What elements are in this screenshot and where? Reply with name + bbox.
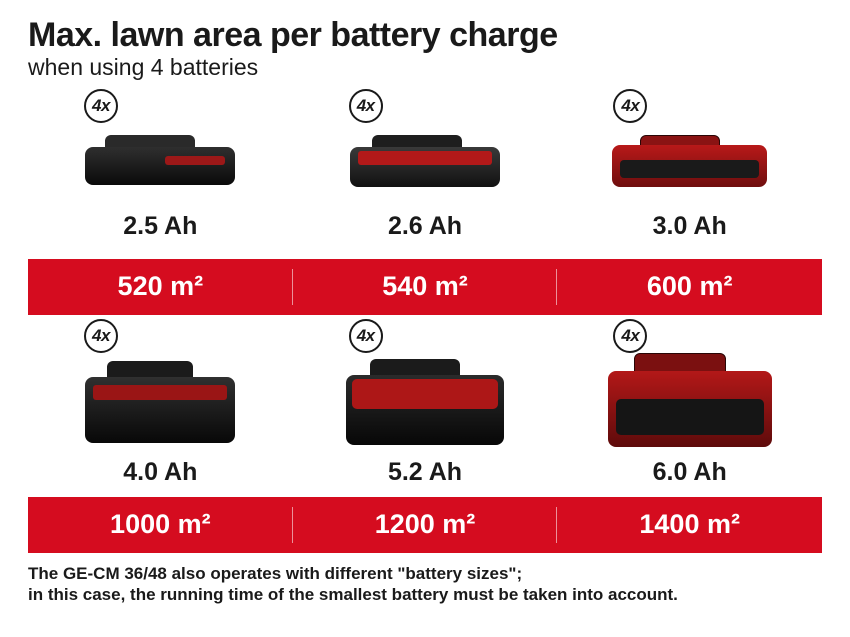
area-value: 520 m² [28,259,293,315]
area-value: 1400 m² [557,497,822,553]
capacity-label: 5.2 Ah [293,451,558,495]
area-value: 1000 m² [28,497,293,553]
badge-label: 4x [92,96,110,116]
battery-area: 4x [557,317,822,451]
battery-icon [350,147,500,187]
area-bar-1: 520 m² 540 m² 600 m² [28,259,822,315]
capacity-label: 2.5 Ah [28,205,293,249]
badge-label: 4x [357,326,375,346]
infographic: Max. lawn area per battery charge when u… [0,0,850,259]
footnote: The GE-CM 36/48 also operates with diffe… [0,553,850,606]
battery-icon [612,145,767,187]
footnote-line: in this case, the running time of the sm… [28,585,678,604]
capacity-label: 6.0 Ah [557,451,822,495]
page-title: Max. lawn area per battery charge [28,18,822,54]
battery-cell: 4x 6.0 Ah [557,317,822,495]
quantity-badge: 4x [613,319,647,353]
battery-cell: 4x 5.2 Ah [293,317,558,495]
battery-cell: 4x 2.5 Ah [28,87,293,249]
battery-row-1: 4x 2.5 Ah 4x 2.6 Ah [28,87,822,249]
badge-label: 4x [357,96,375,116]
battery-area: 4x [28,87,293,205]
footnote-line: The GE-CM 36/48 also operates with diffe… [28,564,522,583]
capacity-label: 3.0 Ah [557,205,822,249]
battery-cell: 4x 4.0 Ah [28,317,293,495]
battery-area: 4x [28,317,293,451]
capacity-label: 4.0 Ah [28,451,293,495]
battery-area: 4x [557,87,822,205]
page-subtitle: when using 4 batteries [28,54,822,81]
battery-cell: 4x 2.6 Ah [293,87,558,249]
area-value: 600 m² [557,259,822,315]
badge-label: 4x [621,326,639,346]
area-value: 540 m² [293,259,558,315]
capacity-label: 2.6 Ah [293,205,558,249]
battery-row-2: 4x 4.0 Ah 4x 5.2 Ah [28,317,822,495]
row2-container: 4x 4.0 Ah 4x 5.2 Ah [0,315,850,497]
battery-icon [85,377,235,443]
quantity-badge: 4x [84,319,118,353]
battery-area: 4x [293,87,558,205]
battery-icon [85,147,235,185]
quantity-badge: 4x [84,89,118,123]
battery-icon [346,375,504,445]
quantity-badge: 4x [613,89,647,123]
quantity-badge: 4x [349,319,383,353]
badge-label: 4x [621,96,639,116]
area-value: 1200 m² [293,497,558,553]
badge-label: 4x [92,326,110,346]
battery-icon [608,371,772,447]
battery-area: 4x [293,317,558,451]
area-bar-2: 1000 m² 1200 m² 1400 m² [28,497,822,553]
battery-cell: 4x 3.0 Ah [557,87,822,249]
quantity-badge: 4x [349,89,383,123]
